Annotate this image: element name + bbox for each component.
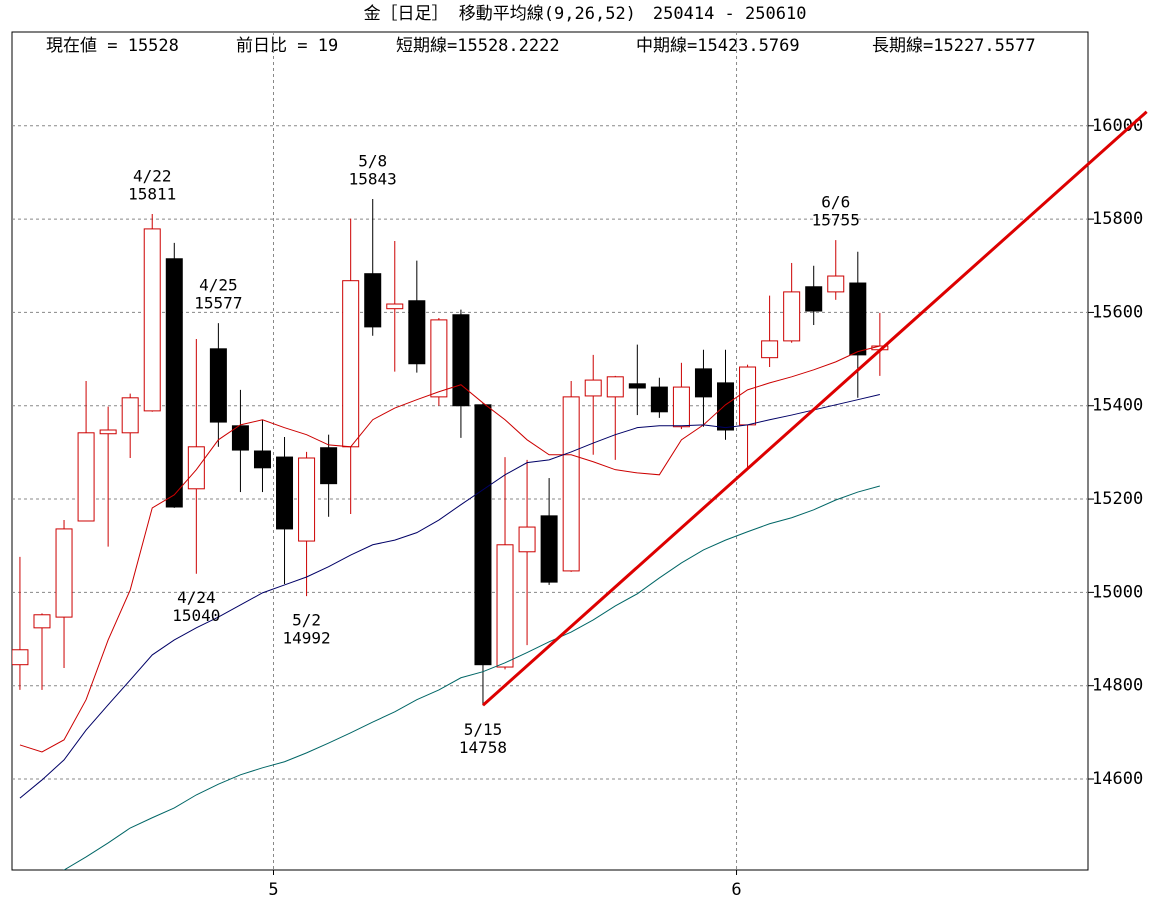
annotation-value: 15040 (172, 606, 220, 625)
annotation-value: 15755 (812, 211, 860, 230)
candle-body (562, 396, 580, 572)
y-tick-label: 15600 (1092, 302, 1143, 322)
annotation-date: 4/22 (133, 166, 172, 185)
candle-body (496, 544, 514, 668)
trend-line (481, 110, 1148, 707)
candle-body (540, 515, 558, 583)
candle-body (805, 286, 823, 312)
plot (12, 199, 889, 870)
annotation-date: 5/2 (292, 611, 321, 630)
y-tick-label: 15400 (1092, 396, 1143, 416)
candle-body (717, 382, 735, 431)
annotation-value: 15811 (128, 184, 176, 203)
candle-body (320, 447, 338, 485)
candle-body (121, 397, 139, 434)
chart-title: 金［日足］ 移動平均線(9,26,52) 250414 - 250610 (364, 4, 807, 24)
annotation-value: 15577 (194, 294, 242, 313)
annotation-date: 5/15 (464, 720, 503, 739)
info-text: 現在値 = 15528 (46, 36, 179, 56)
candle-body (187, 446, 205, 490)
candle-body (452, 314, 470, 407)
candle-body (33, 614, 51, 629)
annotation-date: 5/8 (358, 152, 387, 171)
candle-body (276, 456, 294, 530)
y-tick-label: 16000 (1092, 116, 1143, 136)
candle-body (55, 528, 73, 618)
candle-body (231, 425, 249, 451)
annotation-date: 4/25 (199, 276, 238, 295)
annotation-value: 14758 (459, 738, 507, 757)
info-text: 長期線=15227.5577 (872, 36, 1036, 56)
candle-body (430, 319, 448, 398)
y-tick-label: 14600 (1092, 769, 1143, 789)
candle-body (209, 348, 227, 423)
candle-body (584, 379, 602, 397)
candle-body (364, 273, 382, 328)
candle-body (77, 432, 95, 522)
x-tick-label: 5 (268, 880, 278, 900)
candle-body (518, 526, 536, 553)
annotation-date: 6/6 (821, 193, 850, 212)
y-tick-label: 15800 (1092, 209, 1143, 229)
info-text: 中期線=15423.5769 (636, 36, 800, 56)
candle-body (694, 368, 712, 398)
candle-body (761, 340, 779, 359)
annotation-value: 14992 (282, 629, 330, 648)
candle-body (165, 258, 183, 508)
plot-frame (11, 31, 1089, 871)
candle-body (606, 376, 624, 398)
moving-average-line (19, 345, 880, 753)
moving-average-line (63, 485, 880, 870)
candle-body (827, 275, 845, 293)
info-bar: 現在値 = 15528 前日比 = 19 短期線=15528.2222 中期線=154… (46, 36, 1036, 56)
candle-body (783, 291, 801, 342)
annotation-value: 15843 (349, 170, 397, 189)
y-tick-label: 15200 (1092, 489, 1143, 509)
info-text: 前日比 = 19 (236, 36, 338, 56)
info-text: 短期線=15528.2222 (396, 36, 560, 56)
candle-body (408, 300, 426, 365)
candle-body (253, 450, 271, 469)
y-tick-label: 15000 (1092, 582, 1143, 602)
candle-body (99, 429, 117, 435)
y-tick-label: 14800 (1092, 676, 1143, 696)
candle-body (650, 386, 668, 413)
candle-body (12, 649, 29, 666)
candle-body (849, 282, 867, 356)
candle-body (739, 366, 757, 426)
candle-body (386, 303, 404, 310)
x-tick-label: 6 (731, 880, 741, 900)
grid: 14600 14800 15000 15200 15400 15600 15800 16000… (12, 32, 1143, 900)
candle-body (143, 228, 161, 412)
candle-body (628, 383, 646, 389)
candle-body (672, 386, 690, 428)
candle-body (298, 457, 316, 542)
candle-body (342, 280, 360, 448)
annotation-date: 4/24 (177, 588, 216, 607)
moving-average-line (19, 394, 880, 799)
candle-body (474, 404, 492, 666)
